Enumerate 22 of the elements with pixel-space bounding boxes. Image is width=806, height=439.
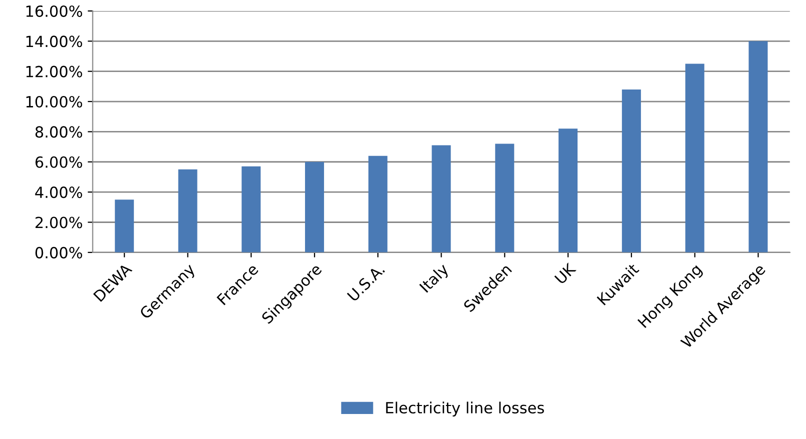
bar <box>622 89 641 252</box>
y-tick-label: 6.00% <box>36 156 82 168</box>
y-tick-label: 4.00% <box>35 186 82 198</box>
bar <box>368 156 388 252</box>
y-tick-label: 14.00% <box>26 36 82 48</box>
y-tick-label: 2.00% <box>36 216 82 228</box>
y-tick-label: 16.00% <box>26 5 82 17</box>
y-tick-label: 0.00% <box>35 246 82 258</box>
bar <box>558 128 578 252</box>
x-tick-label: UK <box>554 262 577 285</box>
bar <box>114 200 134 252</box>
legend-label: Electricity line losses <box>386 402 544 416</box>
bar <box>178 169 198 252</box>
y-tick-label: 12.00% <box>26 66 82 78</box>
bar <box>748 41 768 252</box>
bar <box>685 64 704 252</box>
y-tick-label: 8.00% <box>35 126 82 138</box>
bar <box>495 144 514 252</box>
bar <box>305 162 324 252</box>
y-tick-label: 10.00% <box>26 96 82 108</box>
bar <box>242 166 261 252</box>
bar <box>432 145 451 252</box>
